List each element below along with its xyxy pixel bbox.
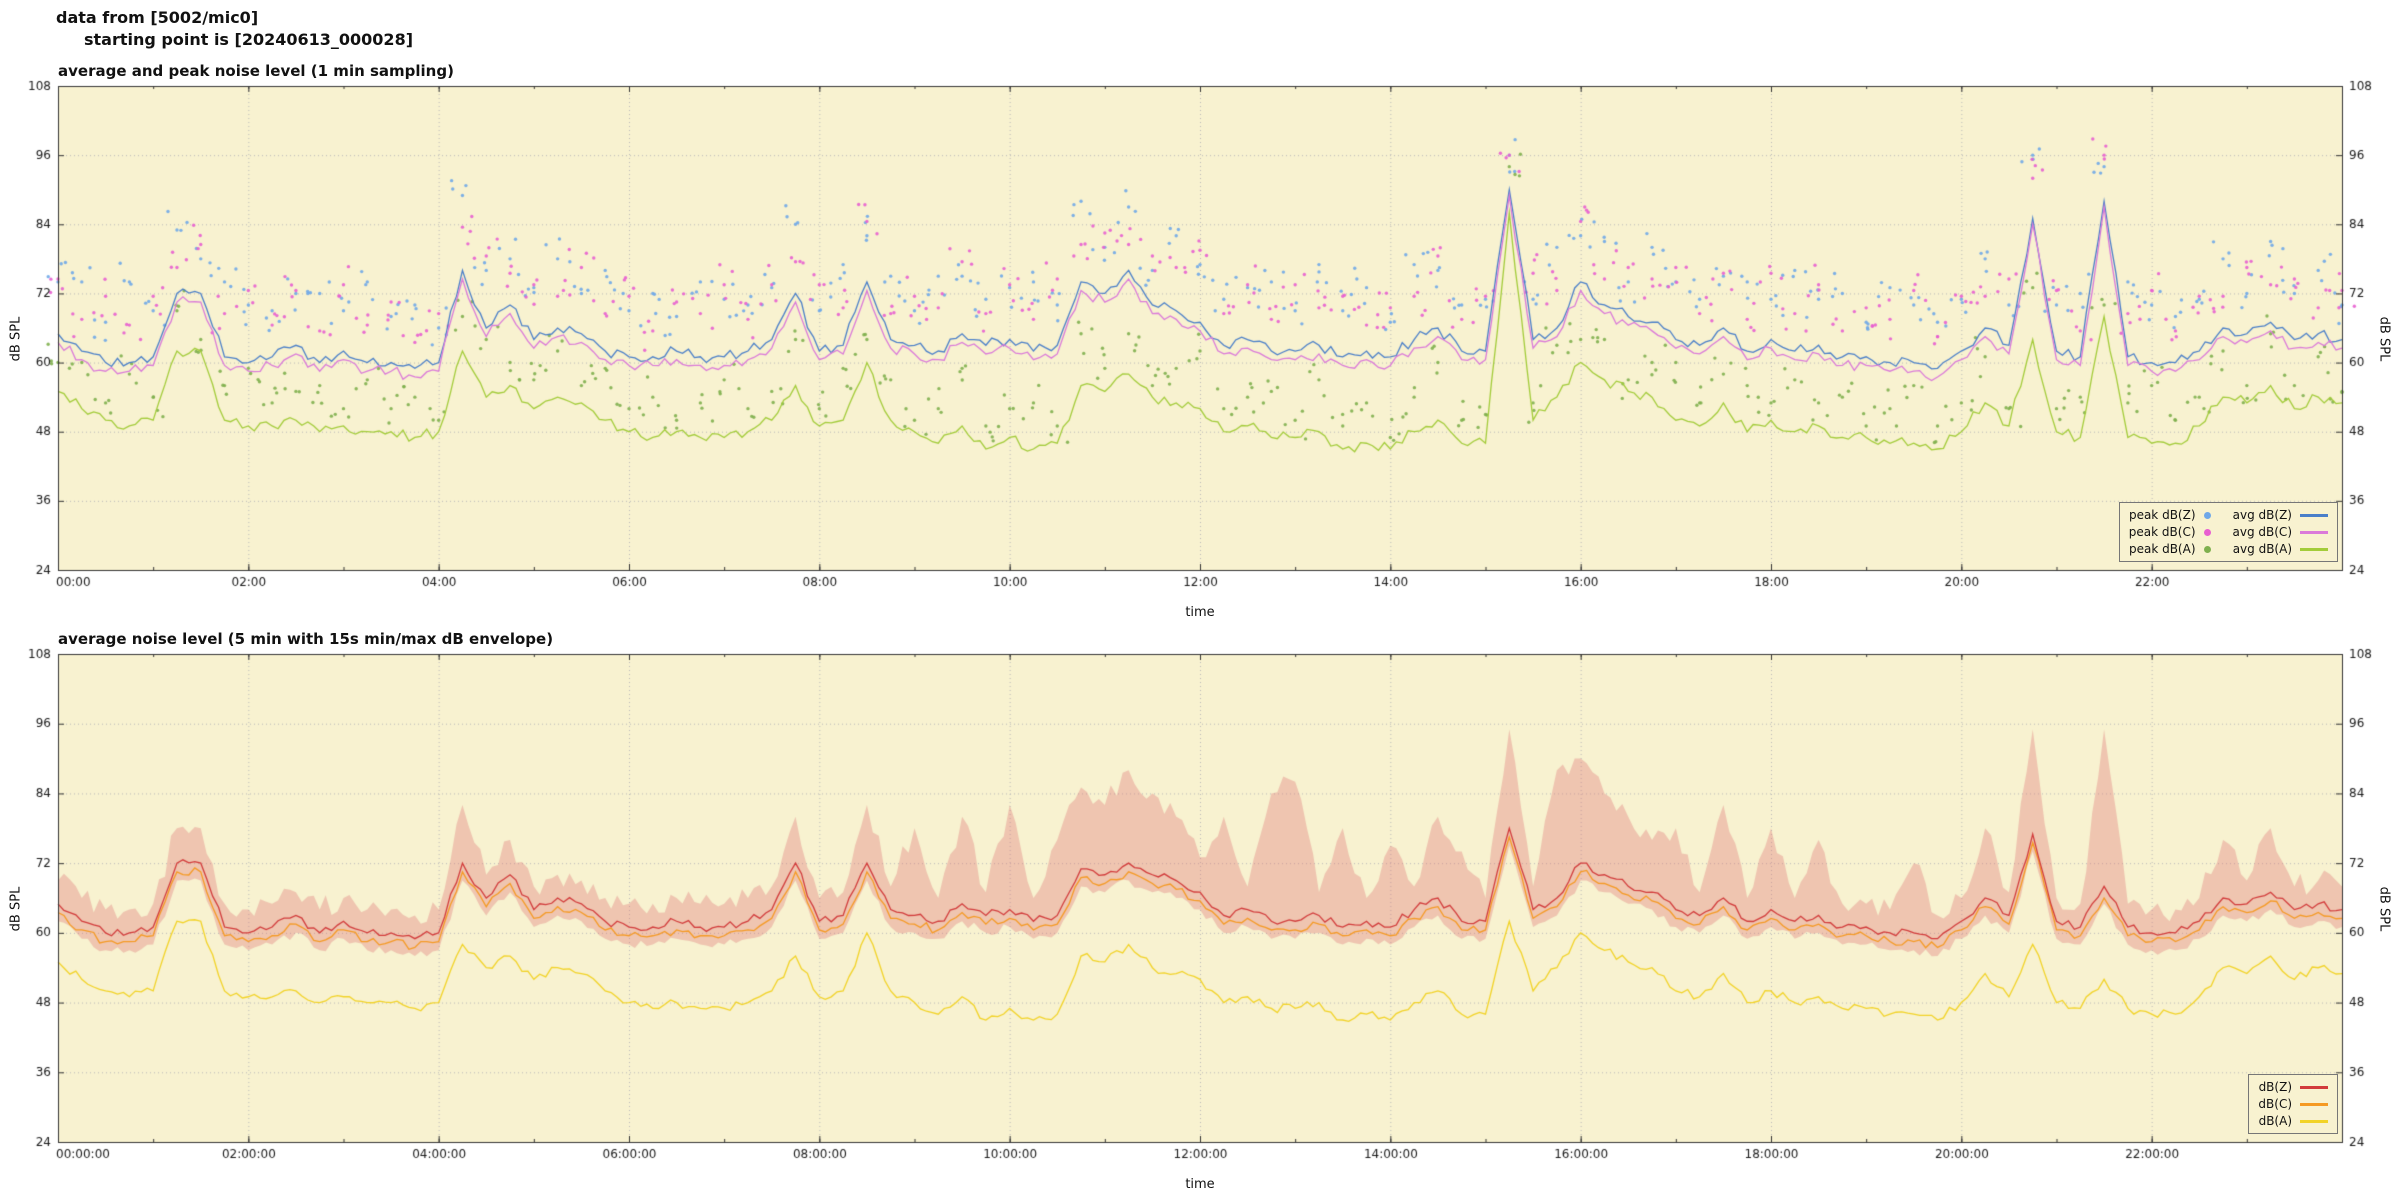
chart1-xlabel: time (1185, 605, 1215, 620)
legend-item: avg dB(Z) (2233, 507, 2328, 523)
legend-dot-marker (2203, 528, 2211, 536)
legend-label: dB(C) (2258, 1097, 2292, 1111)
legend-dot-marker (2203, 545, 2211, 553)
legend-line-marker (2300, 530, 2328, 534)
chart2-legend: dB(Z) dB(C) dB(A) (2248, 1074, 2338, 1134)
legend-column: avg dB(Z) avg dB(C) avg dB(A) (2233, 507, 2328, 557)
legend-item: dB(Z) (2258, 1079, 2328, 1095)
chart1-title: average and peak noise level (1 min samp… (58, 62, 454, 80)
legend-label: peak dB(Z) (2128, 508, 2196, 522)
legend-label: peak dB(C) (2128, 525, 2196, 539)
legend-label: avg dB(C) (2232, 525, 2292, 539)
legend-item: avg dB(A) (2233, 541, 2328, 557)
legend-line-marker (2300, 513, 2328, 517)
legend-label: peak dB(A) (2128, 542, 2196, 556)
chart2-ylabel-right: dB SPL (2376, 886, 2392, 932)
chart1-ylabel-right: dB SPL (2376, 316, 2392, 362)
legend-dot-marker (2203, 511, 2211, 519)
avg-peak-noise-chart-canvas (0, 58, 2400, 620)
legend-item: peak dB(C) (2129, 524, 2211, 540)
legend-item: peak dB(Z) (2129, 507, 2211, 523)
avg-peak-noise-chart: average and peak noise level (1 min samp… (0, 58, 2400, 620)
legend-column: dB(Z) dB(C) dB(A) (2258, 1079, 2328, 1129)
chart2-title: average noise level (5 min with 15s min/… (58, 630, 554, 648)
chart2-xlabel: time (1185, 1177, 1215, 1192)
legend-line-marker (2300, 547, 2328, 551)
legend-item: dB(A) (2258, 1113, 2328, 1129)
legend-label: avg dB(Z) (2232, 508, 2292, 522)
avg-noise-envelope-chart: average noise level (5 min with 15s min/… (0, 626, 2400, 1192)
chart2-ylabel-left: dB SPL (8, 886, 24, 932)
avg-noise-envelope-chart-canvas (0, 626, 2400, 1192)
chart1-ylabel-left: dB SPL (8, 316, 24, 362)
legend-label: avg dB(A) (2232, 542, 2292, 556)
chart1-legend: peak dB(Z) peak dB(C) peak dB(A) avg dB(Z) a… (2118, 502, 2338, 562)
legend-column: peak dB(Z) peak dB(C) peak dB(A) (2129, 507, 2211, 557)
legend-label: dB(A) (2258, 1114, 2292, 1128)
legend-line-marker (2300, 1119, 2328, 1123)
header-data-source: data from [5002/mic0] (56, 8, 259, 27)
header-starting-point: starting point is [20240613_000028] (84, 30, 414, 49)
legend-item: avg dB(C) (2233, 524, 2328, 540)
legend-item: dB(C) (2258, 1096, 2328, 1112)
legend-item: peak dB(A) (2129, 541, 2211, 557)
legend-label: dB(Z) (2258, 1080, 2292, 1094)
legend-line-marker (2300, 1085, 2328, 1089)
legend-line-marker (2300, 1102, 2328, 1106)
